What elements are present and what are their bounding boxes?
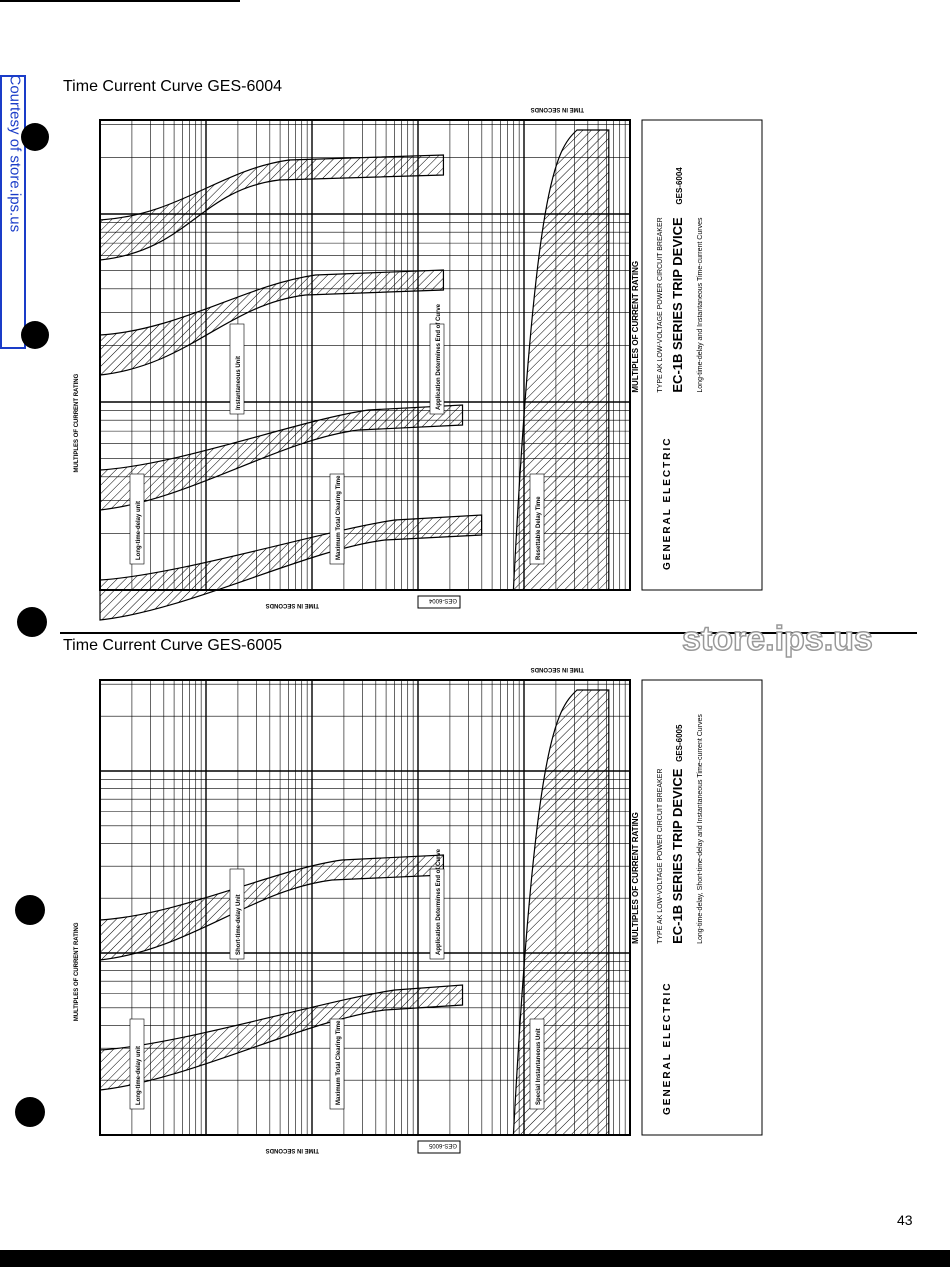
curve-band [99,854,445,961]
axis-text: MULTIPLES OF CURRENT RATING [74,373,80,472]
current-axis: MULTIPLES OF CURRENT RATING [631,261,640,393]
curve-label-box: Long-time-delay unit [129,1018,145,1110]
info-text: GENERAL ELECTRIC TYPE AK LOW-VOLTAGE POWE… [631,714,704,1115]
curve-label-box: Long-time-delay unit [129,473,145,565]
curve-band [99,154,445,261]
description: Long-time-delay, Short-time-delay and In… [697,714,704,944]
label-bg [529,1018,545,1110]
current-axis: MULTIPLES OF CURRENT RATING [631,812,640,944]
curve-label-box: Short-time-delay Unit [229,868,245,960]
brand: GENERAL ELECTRIC [662,437,673,571]
breaker: TYPE AK LOW-VOLTAGE POWER CIRCUIT BREAKE… [657,217,664,392]
curve-label-box: Maximum Total Clearing Time [329,473,345,565]
chart-frame [99,679,631,1136]
label-bg [129,1018,145,1110]
curve-label: Long-time-delay unit [136,501,142,560]
curve-label: Short-time-delay Unit [236,894,242,955]
curve-label: Application Determines End of Curve [436,303,442,410]
curve-label-box: Application Determines End of Curve [429,303,445,415]
code: GES-6005 [675,724,684,762]
curve-band [99,514,483,621]
curve-label: Instantaneous Unit [236,356,242,410]
breaker: TYPE AK LOW-VOLTAGE POWER CIRCUIT BREAKE… [657,769,664,944]
axis-text: MULTIPLES OF CURRENT RATING [74,922,80,1021]
curve-label: Special Instantaneous Unit [536,1028,542,1105]
time-axis: TIME IN SECONDS [266,602,319,608]
device: EC-1B SERIES TRIP DEVICE [670,217,685,393]
chart-scan: GENERAL ELECTRIC TYPE AK LOW-VOLTAGE POWE… [74,666,763,1154]
curve-label: Long-time-delay unit [136,1046,142,1105]
chart-scan: GENERAL ELECTRIC TYPE AK LOW-VOLTAGE POWE… [74,106,763,621]
label-bg [229,323,245,415]
code-box [417,595,461,609]
current-axis: MULTIPLES OF CURRENT RATING [74,922,80,1021]
info-panel [641,119,763,591]
curve-label: Maximum Total Clearing Time [336,475,342,560]
label-bg [329,1018,345,1110]
curve-label-box: Special Instantaneous Unit [529,1018,545,1110]
page-number: 43 [897,1212,913,1228]
time-axis: TIME IN SECONDS [266,1147,319,1153]
current-axis: MULTIPLES OF CURRENT RATING [74,373,80,472]
label-bg [429,323,445,415]
section-title: Time Current Curve GES-6004 [63,78,283,95]
curve-label: Resettable Delay Time [536,496,542,560]
label-bg [329,473,345,565]
description: Long-time-delay and Instantaneous Time-c… [697,217,704,393]
label-bg [129,473,145,565]
side-watermark: Courtesy of store.ips.us [0,75,26,349]
section-title: Time Current Curve GES-6005 [63,637,283,654]
device: EC-1B SERIES TRIP DEVICE [670,768,685,944]
time-axis: TIME IN SECONDS [531,106,584,112]
code-small: GES-6005 [428,1142,457,1148]
brand: GENERAL ELECTRIC [662,982,673,1116]
logo-watermark: store.ips.us [681,619,873,659]
curve-label-box: Instantaneous Unit [229,323,245,415]
info-text: GENERAL ELECTRIC TYPE AK LOW-VOLTAGE POWE… [631,167,704,570]
bottom-band [0,1250,950,1267]
code-small: GES-6004 [428,597,457,603]
instantaneous-band [512,689,610,1136]
curve-band [99,984,464,1091]
curve-band [99,404,464,511]
code-box [417,1140,461,1154]
curve-label: Maximum Total Clearing Time [336,1020,342,1105]
label-bg [529,473,545,565]
label-bg [429,868,445,960]
top-rule [0,0,240,2]
curve-label: Application Determines End of Curve [436,848,442,955]
time-axis: TIME IN SECONDS [531,666,584,672]
curve-label-box: Application Determines End of Curve [429,848,445,960]
punch-holes [15,123,49,1127]
instantaneous-band [512,129,610,591]
curve-label-box: Resettable Delay Time [529,473,545,565]
curve-band [99,269,445,376]
code: GES-6004 [675,167,684,205]
info-panel [641,679,763,1136]
divider [60,632,917,634]
label-bg [229,868,245,960]
curve-label-box: Maximum Total Clearing Time [329,1018,345,1110]
